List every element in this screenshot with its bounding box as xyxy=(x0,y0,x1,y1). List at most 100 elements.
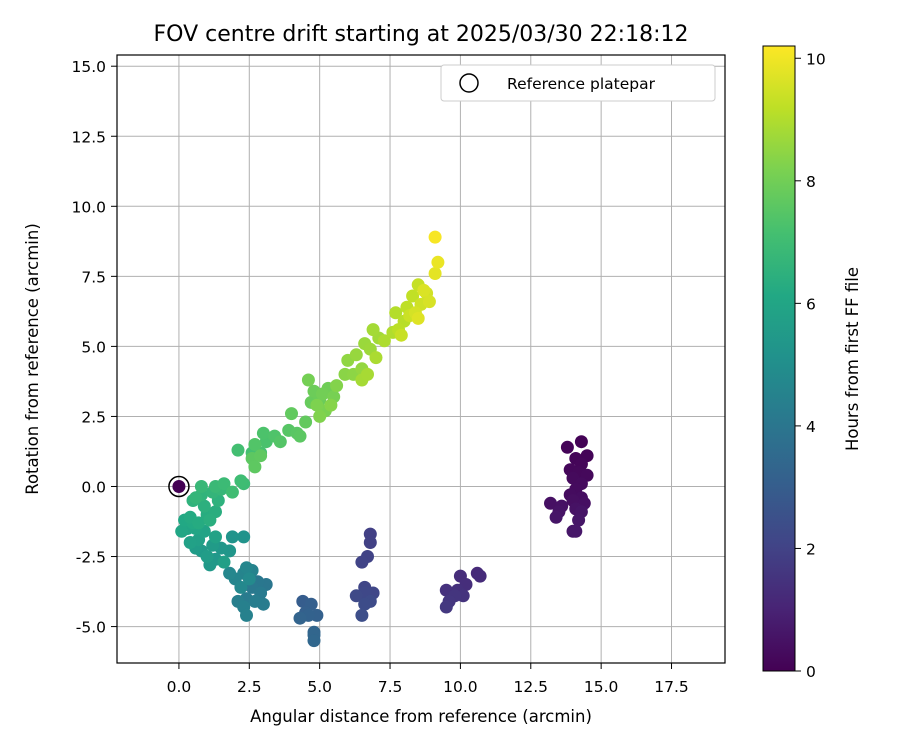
legend-marker-icon xyxy=(459,73,479,93)
plot-frame xyxy=(116,54,726,664)
scatter-point xyxy=(544,496,557,510)
scatter-point xyxy=(569,524,583,538)
reference-platepar-marker xyxy=(168,475,190,498)
scatter-point xyxy=(330,379,344,393)
scatter-point xyxy=(307,634,321,648)
y-tick-label: 15.0 xyxy=(71,58,106,76)
scatter-point xyxy=(324,398,338,412)
y-tick-label: 0.0 xyxy=(81,478,106,496)
x-tick-label: 5.0 xyxy=(307,678,332,696)
scatter-point xyxy=(183,536,197,549)
scatter-point xyxy=(217,555,231,569)
y-tick-label: 7.5 xyxy=(81,268,106,286)
colorbar: 0 2 4 6 8 10 Hours from first FF file xyxy=(762,45,862,681)
colorbar-tick-label: 6 xyxy=(806,295,816,313)
colorbar-tick-label: 0 xyxy=(806,663,816,681)
y-axis-label: Rotation from reference (arcmin) xyxy=(23,223,42,495)
scatter-point xyxy=(316,387,329,401)
colorbar-tick-label: 4 xyxy=(806,418,816,436)
scatter-point xyxy=(234,580,248,594)
grid xyxy=(117,55,725,663)
scatter-point xyxy=(406,289,420,303)
scatter-point xyxy=(411,311,425,325)
scatter-point xyxy=(574,435,588,449)
y-tick-label: -5.0 xyxy=(76,619,106,637)
scatter-point xyxy=(301,373,315,387)
x-axis-label: Angular distance from reference (arcmin) xyxy=(250,707,592,726)
x-tick-label: 12.5 xyxy=(514,678,549,696)
scatter-point xyxy=(192,516,206,530)
y-axis-ticks: -5.0 -2.5 0.0 2.5 5.0 7.5 10.0 12.5 15.0 xyxy=(71,58,117,637)
colorbar-tick-label: 10 xyxy=(806,50,826,68)
x-tick-label: 7.5 xyxy=(378,678,403,696)
scatter-point xyxy=(225,530,239,544)
y-tick-label: 2.5 xyxy=(81,408,106,426)
scatter-point xyxy=(366,323,380,337)
scatter-point xyxy=(248,594,262,608)
scatter-point xyxy=(256,426,270,440)
scatter-point xyxy=(560,440,574,454)
scatter-point xyxy=(200,550,214,563)
scatter-point xyxy=(310,398,324,412)
scatter-point xyxy=(197,499,211,513)
y-tick-label: 10.0 xyxy=(71,198,106,216)
x-tick-label: 17.5 xyxy=(654,678,689,696)
scatter-point xyxy=(231,443,245,457)
scatter-point xyxy=(254,449,268,463)
scatter-point xyxy=(285,407,298,421)
scatter-point xyxy=(299,415,313,429)
colorbar-tick-label: 2 xyxy=(806,540,816,558)
scatter-point xyxy=(225,485,239,499)
scatter-point xyxy=(242,572,256,586)
scatter-point xyxy=(377,334,391,348)
x-tick-label: 0.0 xyxy=(167,678,192,696)
scatter-point xyxy=(358,597,372,611)
scatter-point xyxy=(428,267,442,280)
scatter-point xyxy=(273,435,287,449)
scatter-point xyxy=(175,524,189,538)
scatter-point xyxy=(473,569,487,583)
scatter-point xyxy=(428,230,442,244)
scatter-point xyxy=(293,611,307,625)
scatter-point xyxy=(189,491,203,505)
scatter-point xyxy=(349,589,363,603)
legend: Reference platepar xyxy=(440,64,716,102)
scatter-point xyxy=(349,348,363,362)
scatter-point xyxy=(355,555,369,569)
x-axis-ticks: 0.0 2.5 5.0 7.5 10.0 12.5 15.0 17.5 xyxy=(167,663,689,696)
colorbar-label: Hours from first FF file xyxy=(843,267,862,451)
scatter-point xyxy=(417,283,431,297)
scatter-point xyxy=(248,438,262,451)
scatter-point xyxy=(369,351,383,365)
y-tick-label: -2.5 xyxy=(76,549,106,567)
scatter-point xyxy=(394,328,408,342)
scatter-point xyxy=(240,608,253,622)
scatter-point xyxy=(234,474,248,488)
x-tick-label: 15.0 xyxy=(584,678,619,696)
scatter-point xyxy=(439,600,453,614)
scatter-point xyxy=(422,295,436,309)
scatter-point xyxy=(223,566,237,580)
scatter-point xyxy=(355,608,369,622)
x-tick-label: 2.5 xyxy=(237,678,262,696)
scatter-point xyxy=(209,530,222,544)
scatter-point xyxy=(572,513,586,527)
scatter-point xyxy=(313,409,327,423)
colorbar-gradient xyxy=(762,45,796,672)
scatter-point xyxy=(203,513,217,527)
scatter-point xyxy=(237,530,251,544)
scatter-point xyxy=(361,367,374,381)
scatter-points xyxy=(172,230,594,648)
colorbar-tick-label: 8 xyxy=(806,173,816,191)
scatter-point xyxy=(389,306,403,320)
scatter-point xyxy=(363,536,377,549)
scatter-point xyxy=(549,510,563,524)
reference-point xyxy=(172,479,186,493)
x-tick-label: 10.0 xyxy=(443,678,478,696)
y-tick-label: 12.5 xyxy=(71,128,106,146)
legend-box xyxy=(440,64,716,102)
scatter-point xyxy=(431,255,445,269)
scatter-point xyxy=(194,480,208,493)
scatter-point xyxy=(240,561,253,575)
